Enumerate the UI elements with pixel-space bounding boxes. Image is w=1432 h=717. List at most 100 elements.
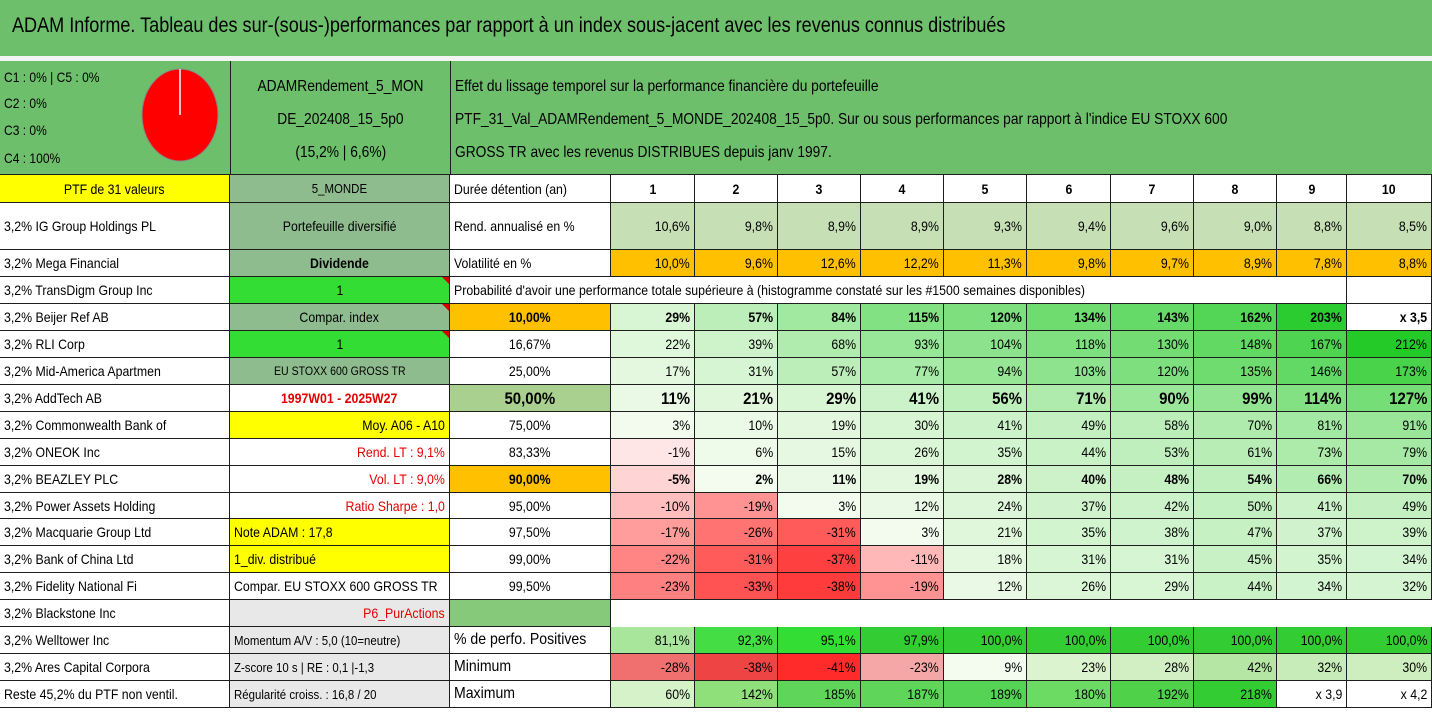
proba-value: 39%	[1347, 519, 1432, 546]
class-allocation-line: C3 : 0%	[4, 122, 47, 138]
proba-value: 3%	[861, 519, 944, 546]
stats-value: 95,1%	[778, 627, 861, 654]
empty-cell	[1347, 277, 1432, 304]
stats-value: 187%	[861, 681, 944, 708]
proba-value: -26%	[695, 519, 778, 546]
proba-value: 19%	[778, 412, 861, 439]
proba-value: 3%	[778, 493, 861, 519]
info-cell: Z-score 10 s | RE : 0,1 |-1,3	[230, 654, 450, 681]
proba-value: 2%	[695, 466, 778, 493]
proba-value: 45%	[1194, 546, 1277, 573]
proba-value: 31%	[695, 358, 778, 385]
rend-value: 9,8%	[695, 203, 778, 250]
vol-value: 12,2%	[861, 250, 944, 277]
rend-value: 9,3%	[944, 203, 1027, 250]
proba-value: 99%	[1194, 385, 1277, 412]
proba-value: 49%	[1027, 412, 1111, 439]
info-cell: 1_div. distribué	[230, 546, 450, 573]
proba-value: 35%	[1027, 519, 1111, 546]
rend-value: 9,0%	[1194, 203, 1277, 250]
info-cell: Régularité croiss. : 16,8 / 20	[230, 681, 450, 708]
stats-value: 92,3%	[695, 627, 778, 654]
proba-value: 135%	[1194, 358, 1277, 385]
rend-label: Rend. annualisé en %	[450, 203, 611, 250]
vol-value: 7,8%	[1277, 250, 1347, 277]
proba-value: -19%	[861, 573, 944, 600]
info-cell: 5_MONDE	[230, 175, 450, 203]
rend-value: 8,9%	[861, 203, 944, 250]
proba-value: -37%	[778, 546, 861, 573]
proba-value: -33%	[695, 573, 778, 600]
description-line: Effet du lissage temporel sur la perform…	[455, 78, 879, 95]
class-allocation-line: C4 : 100%	[4, 150, 61, 166]
empty-cell	[450, 600, 611, 627]
info-cell: 1	[230, 277, 450, 304]
proba-value: 12%	[944, 573, 1027, 600]
proba-value: -10%	[611, 493, 695, 519]
proba-value: 17%	[611, 358, 695, 385]
proba-value: 148%	[1194, 331, 1277, 358]
year-header: 1	[611, 175, 695, 203]
proba-value: 70%	[1347, 466, 1432, 493]
proba-value: 127%	[1347, 385, 1432, 412]
stats-value: 218%	[1194, 681, 1277, 708]
holding-row: 3,2% Beijer Ref AB	[0, 304, 230, 331]
proba-value: 94%	[944, 358, 1027, 385]
proba-value: 37%	[1027, 493, 1111, 519]
info-cell: Compar. index	[230, 304, 450, 331]
proba-value: 49%	[1347, 493, 1432, 519]
stats-value: x 3,9	[1277, 681, 1347, 708]
stats-value: 9%	[944, 654, 1027, 681]
stats-value: -38%	[695, 654, 778, 681]
proba-value: 50%	[1194, 493, 1277, 519]
holding-row: 3,2% Fidelity National Fi	[0, 573, 230, 600]
rend-value: 10,6%	[611, 203, 695, 250]
ptf-count-label: PTF de 31 valeurs	[0, 175, 230, 203]
stats-value: -28%	[611, 654, 695, 681]
proba-value: 22%	[611, 331, 695, 358]
report-title-bar: ADAM Informe. Tableau des sur-(sous-)per…	[0, 0, 1432, 56]
proba-value: 41%	[1277, 493, 1347, 519]
year-header: 4	[861, 175, 944, 203]
stats-value: 60%	[611, 681, 695, 708]
years-label: Durée détention (an)	[450, 175, 611, 203]
proba-value: 118%	[1027, 331, 1111, 358]
proba-value: 31%	[1111, 546, 1194, 573]
info-cell: Note ADAM : 17,8	[230, 519, 450, 546]
stats-value: 142%	[695, 681, 778, 708]
holding-row: 3,2% Mega Financial	[0, 250, 230, 277]
proba-value: 40%	[1027, 466, 1111, 493]
proba-value: -22%	[611, 546, 695, 573]
proba-value: 26%	[861, 439, 944, 466]
proba-value: 35%	[1277, 546, 1347, 573]
comment-indicator	[442, 277, 449, 284]
proba-value: 47%	[1194, 519, 1277, 546]
portfolio-name-line: (15,2% | 6,6%)	[295, 144, 386, 161]
proba-value: 143%	[1111, 304, 1194, 331]
info-cell: Compar. EU STOXX 600 GROSS TR	[230, 573, 450, 600]
proba-value: 167%	[1277, 331, 1347, 358]
header-divider	[450, 61, 451, 175]
rend-value: 8,8%	[1277, 203, 1347, 250]
info-cell: Ratio Sharpe : 1,0	[230, 493, 450, 519]
proba-value: 114%	[1277, 385, 1347, 412]
stats-value: 100,0%	[1277, 627, 1347, 654]
vol-value: 9,8%	[1027, 250, 1111, 277]
proba-value: 29%	[778, 385, 861, 412]
vol-value: 9,6%	[695, 250, 778, 277]
proba-value: 11%	[611, 385, 695, 412]
proba-value: 29%	[1111, 573, 1194, 600]
title-separator	[0, 56, 1432, 61]
proba-value: 57%	[695, 304, 778, 331]
proba-value: 15%	[778, 439, 861, 466]
proba-value: 41%	[944, 412, 1027, 439]
stats-value: 100,0%	[1027, 627, 1111, 654]
report-title: ADAM Informe. Tableau des sur-(sous-)per…	[12, 14, 1006, 37]
allocation-pie-chart	[141, 68, 219, 162]
proba-value: 146%	[1277, 358, 1347, 385]
info-cell: Dividende	[230, 250, 450, 277]
comment-indicator	[442, 304, 449, 311]
proba-value: 42%	[1111, 493, 1194, 519]
header-divider	[230, 61, 231, 175]
rend-value: 9,4%	[1027, 203, 1111, 250]
